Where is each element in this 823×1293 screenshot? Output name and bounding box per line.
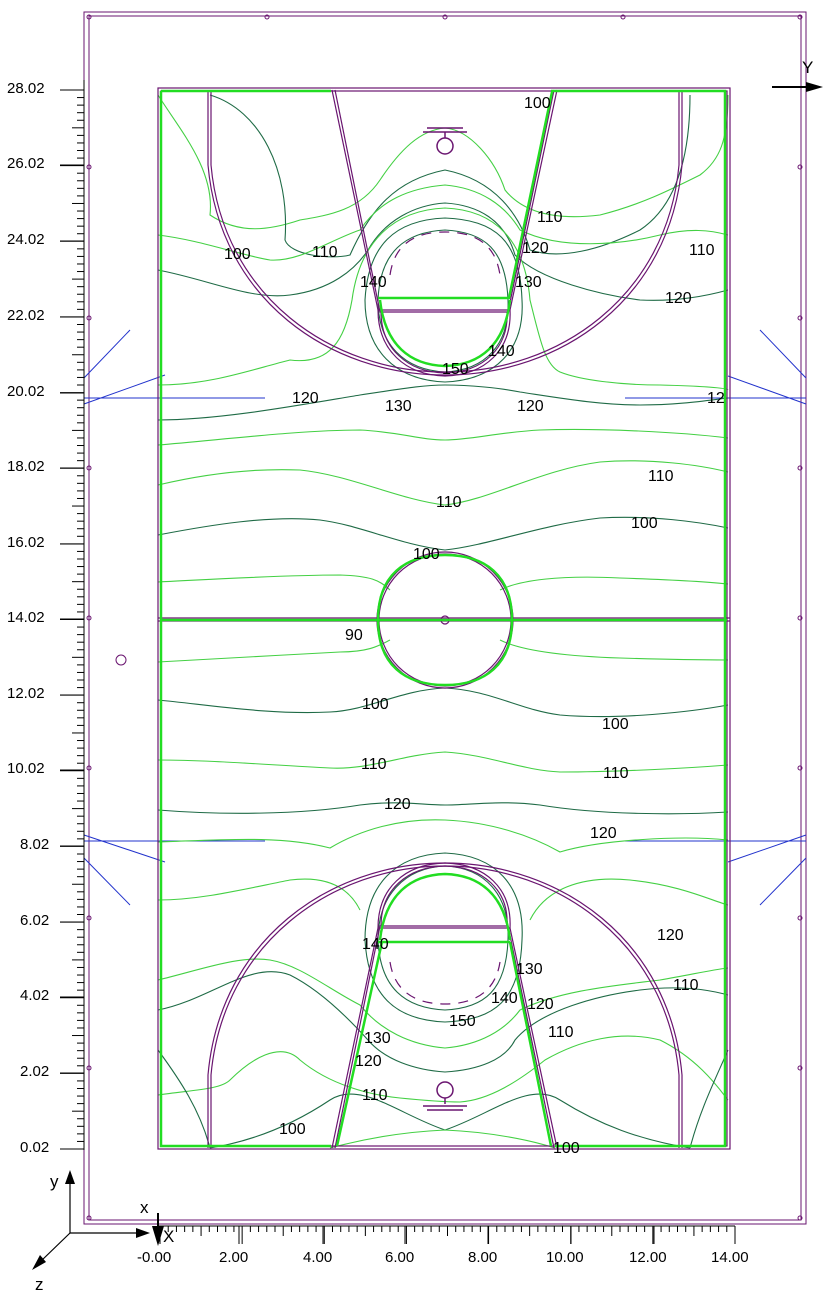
contour-label: 100 — [631, 515, 658, 532]
boundary-markers — [86, 14, 803, 1221]
y-tick-label: 20.02 — [7, 383, 45, 400]
hoop-icon — [423, 1081, 467, 1111]
contour-label: 110 — [673, 977, 699, 994]
x-tick-label: 10.00 — [546, 1249, 584, 1266]
basketball-court — [157, 87, 731, 1150]
coordinate-triad: y x z — [32, 1170, 150, 1293]
x-tick-label: 14.00 — [711, 1249, 749, 1266]
y-tick-label: 24.02 — [7, 231, 45, 248]
y-direction-arrow: Y — [772, 58, 823, 92]
contour-label: 130 — [515, 274, 542, 291]
contour-label: 120 — [292, 390, 319, 407]
y-tick-label: 14.02 — [7, 609, 45, 626]
contour-label: 110 — [548, 1024, 574, 1041]
contour-label: 150 — [449, 1013, 476, 1030]
contour-label: 120 — [517, 398, 544, 415]
contour-label: 120 — [527, 996, 554, 1013]
y-axis-minor-ticks — [60, 89, 84, 1150]
x-tick-label: 2.00 — [219, 1249, 248, 1266]
contour-label: 140 — [360, 274, 387, 291]
contour-label: 110 — [312, 244, 338, 261]
y-axis-labels: 28.02 26.02 24.02 22.02 20.02 18.02 16.0… — [7, 80, 84, 1156]
contour-label: 100 — [524, 95, 551, 112]
light-pole-marker — [115, 654, 127, 666]
x-tick-label: 8.00 — [468, 1249, 497, 1266]
contour-label: 100 — [224, 246, 251, 263]
contour-label: 140 — [491, 990, 518, 1007]
y-direction-label: Y — [802, 58, 813, 77]
contour-label: 110 — [648, 468, 674, 485]
contour-label: 100 — [553, 1140, 580, 1157]
contour-label: 110 — [361, 756, 387, 773]
contour-label: 140 — [362, 936, 389, 953]
contour-label: 120 — [590, 825, 617, 842]
contour-label: 150 — [442, 361, 469, 378]
contour-label: 100 — [279, 1121, 306, 1138]
contour-label: 110 — [436, 494, 462, 511]
contour-label: 90 — [345, 627, 363, 644]
y-tick-label: 6.02 — [20, 912, 49, 929]
y-tick-label: 28.02 — [7, 80, 45, 97]
triad-x-label: x — [140, 1198, 149, 1217]
y-tick-label: 26.02 — [7, 155, 45, 172]
contour-label: 130 — [364, 1030, 391, 1047]
y-tick-label: 16.02 — [7, 534, 45, 551]
x-tick-label: 4.00 — [303, 1249, 332, 1266]
contour-labels: 100 110 120 140 130 110 100 120 110 150 … — [224, 95, 725, 1157]
contour-label: 12 — [707, 390, 725, 407]
x-tick-label: -0.00 — [137, 1249, 171, 1266]
x-tick-label: 6.00 — [385, 1249, 414, 1266]
x-axis-labels: -0.00 2.00 4.00 6.00 8.00 10.00 12.00 14… — [137, 1226, 749, 1266]
contour-label: 100 — [362, 696, 389, 713]
contour-label: 120 — [384, 796, 411, 813]
contour-label: 110 — [603, 765, 629, 782]
x-tick-label: 12.00 — [629, 1249, 667, 1266]
triad-y-label: y — [50, 1172, 59, 1191]
triad-z-label: z — [35, 1275, 44, 1293]
hoop-icon — [423, 127, 467, 155]
x-direction-arrow: X — [152, 1213, 174, 1246]
y-tick-label: 4.02 — [20, 987, 49, 1004]
contour-label: 130 — [385, 398, 412, 415]
contour-label: 120 — [665, 290, 692, 307]
contour-label: 120 — [657, 927, 684, 944]
y-tick-label: 12.02 — [7, 685, 45, 702]
contour-label: 110 — [689, 242, 715, 259]
contour-label: 120 — [522, 240, 549, 257]
y-tick-label: 22.02 — [7, 307, 45, 324]
y-tick-label: 8.02 — [20, 836, 49, 853]
contour-label: 100 — [602, 716, 629, 733]
x-direction-label: X — [163, 1227, 174, 1246]
y-tick-label: 18.02 — [7, 458, 45, 475]
x-axis-minor-ticks — [159, 1226, 736, 1244]
y-tick-label: 2.02 — [20, 1063, 49, 1080]
y-tick-label: 0.02 — [20, 1139, 49, 1156]
contour-label: 130 — [516, 961, 543, 978]
contour-label: 120 — [355, 1053, 382, 1070]
contour-label: 110 — [362, 1087, 388, 1104]
court-overlay-green — [159, 89, 727, 1148]
contour-label: 100 — [413, 546, 440, 563]
contour-label: 140 — [488, 343, 515, 360]
contour-label: 110 — [537, 209, 563, 226]
y-tick-label: 10.02 — [7, 760, 45, 777]
